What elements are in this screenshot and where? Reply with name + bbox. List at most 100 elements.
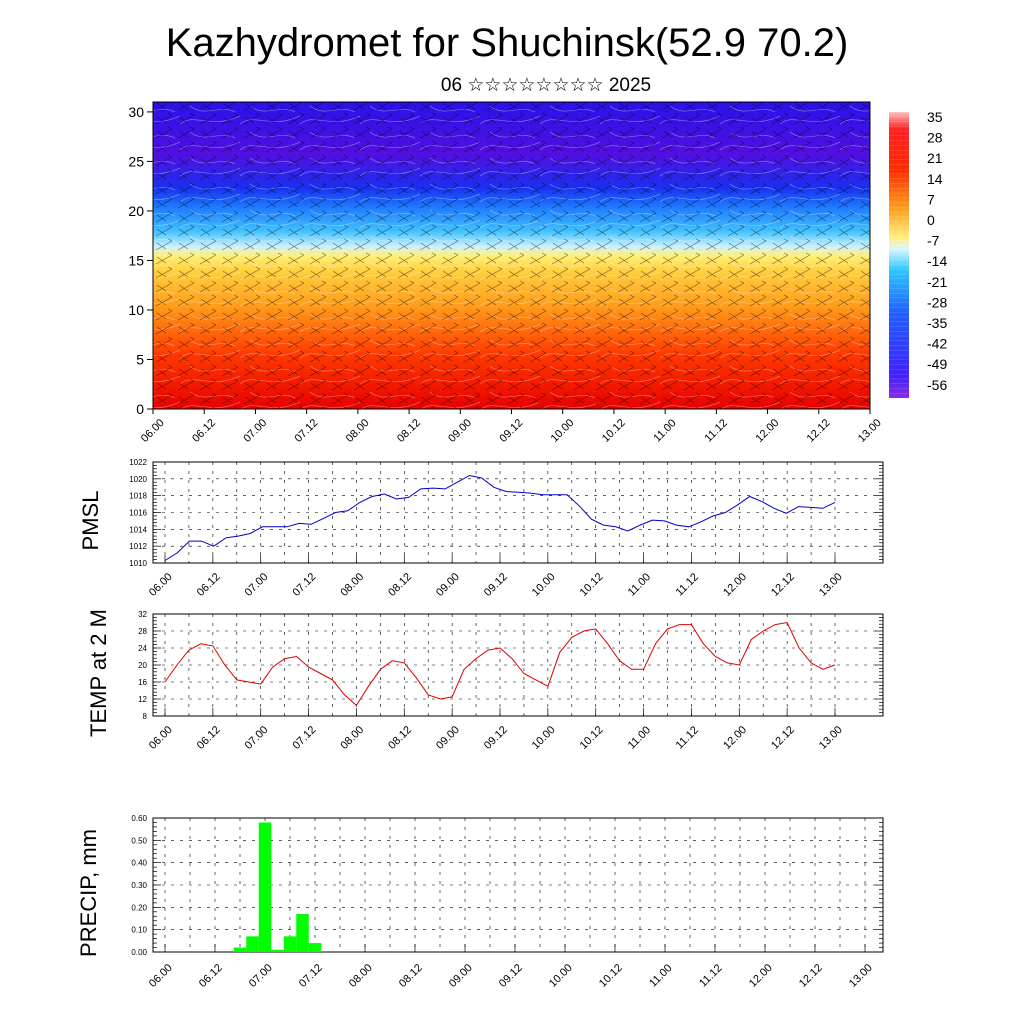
precip-bar bbox=[296, 914, 309, 952]
y-tick-label: 12 bbox=[138, 695, 147, 704]
y-tick-label: 10 bbox=[128, 302, 144, 318]
colorbar-label: -35 bbox=[927, 315, 947, 331]
y-tick-label: 1016 bbox=[129, 509, 147, 518]
y-tick-label: 0.30 bbox=[131, 881, 147, 890]
x-tick-label: 09.12 bbox=[482, 571, 510, 599]
x-tick-label: 09.00 bbox=[434, 724, 462, 752]
y-tick-label: 0.00 bbox=[131, 948, 147, 957]
x-tick-label: 08.12 bbox=[386, 571, 414, 599]
x-tick-label: 06.12 bbox=[197, 962, 225, 990]
precip-bar bbox=[259, 822, 272, 952]
x-tick-label: 13.00 bbox=[817, 724, 845, 752]
x-tick-label: 12.12 bbox=[769, 571, 797, 599]
x-tick-label: 10.12 bbox=[578, 571, 606, 599]
x-tick-label: 08.00 bbox=[338, 571, 366, 599]
x-tick-label: 07.00 bbox=[243, 724, 271, 752]
y-tick-label: 30 bbox=[128, 104, 144, 120]
x-tick-label: 10.00 bbox=[530, 571, 558, 599]
x-tick-label: 09.00 bbox=[447, 962, 475, 990]
y-axis-label: PMSL bbox=[78, 491, 103, 551]
x-tick-label: 08.12 bbox=[386, 724, 414, 752]
y-tick-label: 28 bbox=[138, 627, 147, 636]
x-tick-label: 12.00 bbox=[721, 571, 749, 599]
colorbar-label: 0 bbox=[927, 212, 935, 228]
x-tick-label: 08.12 bbox=[397, 962, 425, 990]
y-tick-label: 25 bbox=[128, 153, 144, 169]
y-tick-label: 8 bbox=[143, 712, 148, 721]
y-tick-label: 0.40 bbox=[131, 859, 147, 868]
x-tick-label: 06.12 bbox=[195, 724, 223, 752]
y-tick-label: 0.60 bbox=[131, 814, 147, 823]
y-tick-label: 1020 bbox=[129, 475, 147, 484]
x-tick-label: 06.12 bbox=[195, 571, 223, 599]
y-tick-label: 15 bbox=[128, 252, 144, 268]
x-tick-label: 07.12 bbox=[290, 724, 318, 752]
colorbar-label: 21 bbox=[927, 150, 943, 166]
y-tick-label: 1018 bbox=[129, 492, 147, 501]
x-tick-label: 13.00 bbox=[847, 962, 875, 990]
y-tick-label: 20 bbox=[138, 661, 147, 670]
colorbar-label: 35 bbox=[927, 109, 943, 125]
precip-bar bbox=[271, 950, 284, 952]
colorbar-label: 7 bbox=[927, 191, 935, 207]
y-tick-label: 32 bbox=[138, 610, 147, 619]
precip-bar bbox=[284, 936, 297, 952]
precip-bar bbox=[309, 943, 322, 952]
x-tick-label: 06.00 bbox=[147, 571, 175, 599]
x-tick-label: 07.00 bbox=[243, 571, 271, 599]
x-tick-label: 13.00 bbox=[817, 571, 845, 599]
colorbar-label: -7 bbox=[927, 233, 940, 249]
y-tick-label: 0.50 bbox=[131, 836, 147, 845]
x-tick-label: 12.00 bbox=[747, 962, 775, 990]
colorbar-label: -14 bbox=[927, 253, 947, 269]
x-tick-label: 12.12 bbox=[797, 962, 825, 990]
x-tick-label: 06.00 bbox=[147, 962, 175, 990]
x-tick-label: 10.00 bbox=[547, 962, 575, 990]
x-tick-label: 07.12 bbox=[290, 571, 318, 599]
x-tick-label: 07.12 bbox=[297, 962, 325, 990]
colorbar-label: -28 bbox=[927, 294, 947, 310]
x-tick-label: 11.00 bbox=[651, 417, 678, 444]
colorbar-label: -42 bbox=[927, 336, 947, 352]
x-tick-label: 12.00 bbox=[753, 417, 781, 445]
x-tick-label: 12.12 bbox=[805, 417, 833, 445]
precip-bar bbox=[246, 936, 259, 952]
y-axis-label: PRECIP, mm bbox=[76, 829, 101, 957]
x-tick-label: 09.12 bbox=[482, 724, 510, 752]
x-tick-label: 08.00 bbox=[347, 962, 375, 990]
y-tick-label: 24 bbox=[138, 644, 147, 653]
y-tick-label: 20 bbox=[128, 203, 144, 219]
colorbar-label: 28 bbox=[927, 130, 943, 146]
x-tick-label: 09.12 bbox=[497, 962, 525, 990]
y-tick-label: 0 bbox=[136, 401, 144, 417]
y-tick-label: 16 bbox=[138, 678, 147, 687]
x-tick-label: 08.00 bbox=[344, 417, 372, 445]
y-tick-label: 1022 bbox=[129, 458, 147, 467]
x-tick-label: 12.00 bbox=[721, 724, 749, 752]
y-tick-label: 1010 bbox=[129, 559, 147, 568]
x-tick-label: 10.12 bbox=[600, 417, 628, 445]
x-tick-label: 08.12 bbox=[395, 417, 423, 445]
precip-bar bbox=[234, 948, 247, 952]
x-tick-label: 11.12 bbox=[674, 571, 701, 598]
x-tick-label: 07.00 bbox=[247, 962, 275, 990]
x-tick-label: 06.00 bbox=[147, 724, 175, 752]
y-tick-label: 5 bbox=[136, 351, 144, 367]
x-tick-label: 07.12 bbox=[293, 417, 321, 445]
x-tick-label: 11.00 bbox=[626, 571, 653, 598]
x-tick-label: 09.12 bbox=[497, 417, 525, 445]
x-tick-label: 11.00 bbox=[626, 724, 653, 751]
x-tick-label: 06.12 bbox=[190, 417, 218, 445]
x-tick-label: 11.12 bbox=[703, 417, 730, 444]
x-tick-label: 13.00 bbox=[856, 417, 884, 445]
y-tick-label: 1014 bbox=[129, 525, 147, 534]
wind-barbs bbox=[153, 102, 870, 409]
y-tick-label: 0.20 bbox=[131, 903, 147, 912]
colorbar-label: -49 bbox=[927, 356, 947, 372]
